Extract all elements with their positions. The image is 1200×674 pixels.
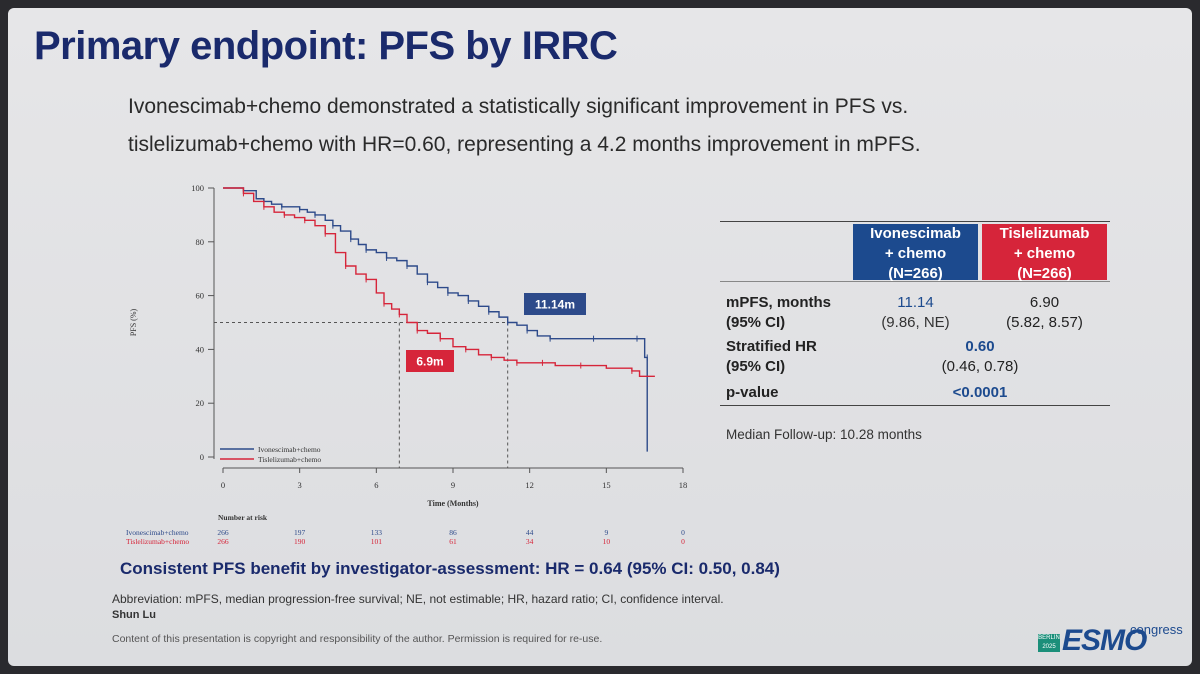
- risk-count: 61: [449, 537, 457, 546]
- median-label-box: [406, 350, 454, 372]
- y-tick-label: 40: [196, 344, 205, 354]
- legend-entry: Tislelizumab+chemo: [258, 455, 321, 464]
- author: Shun Lu: [112, 609, 156, 621]
- copyright-notice: Content of this presentation is copyrigh…: [112, 633, 603, 645]
- risk-count: 86: [449, 528, 457, 537]
- row-label-mpfs: mPFS, months (95% CI): [726, 294, 832, 331]
- x-tick-label: 9: [451, 480, 455, 490]
- esmo-badge: BERLIN 2025: [1038, 634, 1060, 652]
- y-tick-label: 0: [200, 452, 204, 462]
- subtitle-line-1: Ivonescimab+chemo demonstrated a statist…: [128, 95, 909, 118]
- median-label-box: [524, 293, 586, 315]
- row-label-hr: Stratified HR (95% CI): [726, 338, 817, 375]
- number-at-risk-title: Number at risk: [218, 513, 268, 522]
- x-tick-label: 0: [221, 480, 225, 490]
- x-tick-label: 15: [602, 480, 611, 490]
- risk-count: 10: [603, 537, 611, 546]
- risk-count: 44: [526, 528, 534, 537]
- risk-count: 34: [526, 537, 534, 546]
- risk-count: 0: [681, 537, 685, 546]
- mpfs-tislelizumab: 6.90 (5.82, 8.57): [1006, 294, 1083, 331]
- risk-count: 197: [294, 528, 306, 537]
- median-label-tislelizumab: 6.9m: [416, 355, 443, 369]
- table-bottom-rule: [720, 405, 1110, 406]
- slide-title: Primary endpoint: PFS by IRRC: [34, 24, 618, 68]
- esmo-wordmark: ESMO: [1062, 624, 1147, 657]
- y-axis-title: PFS (%): [129, 308, 138, 336]
- median-followup: Median Follow-up: 10.28 months: [726, 427, 922, 442]
- row-label-pvalue: p-value: [726, 384, 779, 401]
- risk-count: 0: [681, 528, 685, 537]
- risk-row-label: Ivonescimab+chemo: [126, 528, 189, 537]
- y-tick-label: 80: [196, 237, 205, 247]
- series-curve-tislelizumab: [223, 187, 655, 377]
- table-rule: [720, 281, 1110, 282]
- slide: Primary endpoint: PFS by IRRC Ivonescima…: [8, 8, 1192, 666]
- x-tick-label: 3: [298, 480, 302, 490]
- risk-count: 190: [294, 537, 306, 546]
- y-tick-label: 60: [196, 291, 205, 301]
- x-tick-label: 18: [679, 480, 688, 490]
- x-axis-title: Time (Months): [427, 499, 479, 508]
- slide-subtitle: Ivonescimab+chemo demonstrated a statist…: [128, 88, 1088, 164]
- risk-count: 266: [217, 528, 229, 537]
- subtitle-line-2: tislelizumab+chemo with HR=0.60, represe…: [128, 133, 921, 156]
- abbreviations: Abbreviation: mPFS, median progression-f…: [112, 592, 724, 606]
- y-tick-label: 100: [191, 183, 204, 193]
- table-top-rule: [720, 221, 1110, 222]
- hr-value: 0.60 (0.46, 0.78): [941, 338, 1019, 375]
- esmo-logo: BERLIN 2025 ESMO congress: [1038, 604, 1183, 657]
- risk-row-label: Tislelizumab+chemo: [126, 537, 189, 546]
- legend-entry: Ivonescimab+chemo: [258, 445, 321, 454]
- results-table: Ivonescimab + chemo (N=266) Tislelizumab…: [720, 221, 1110, 411]
- y-tick-label: 20: [196, 398, 205, 408]
- esmo-congress-label: congress: [1130, 622, 1183, 637]
- risk-count: 266: [217, 537, 229, 546]
- risk-count: 9: [604, 528, 608, 537]
- series-curve-ivonescimab: [223, 187, 648, 452]
- risk-count: 101: [371, 537, 383, 546]
- investigator-assessment-note: Consistent PFS benefit by investigator-a…: [120, 559, 780, 578]
- pvalue: <0.0001: [952, 384, 1008, 401]
- mpfs-ivonescimab: 11.14 (9.86, NE): [881, 294, 950, 331]
- risk-count: 133: [371, 528, 383, 537]
- median-label-ivonescimab: 11.14m: [535, 298, 575, 312]
- x-tick-label: 12: [525, 480, 534, 490]
- x-tick-label: 6: [374, 480, 378, 490]
- header-ivonescimab: Ivonescimab + chemo (N=266): [853, 224, 978, 282]
- header-tislelizumab: Tislelizumab + chemo (N=266): [982, 224, 1107, 282]
